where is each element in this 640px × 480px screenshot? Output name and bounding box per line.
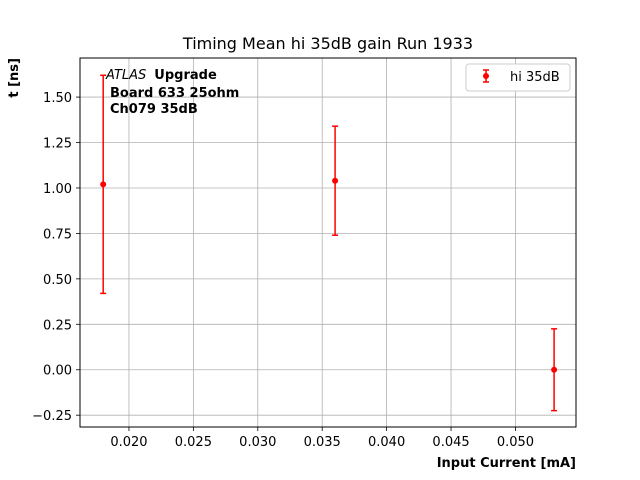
- chart-title: Timing Mean hi 35dB gain Run 1933: [182, 34, 473, 53]
- legend-label: hi 35dB: [510, 70, 560, 85]
- x-tick-label: 0.050: [497, 435, 534, 450]
- annotation-upgrade: Upgrade: [154, 68, 217, 83]
- svg-text:ATLAS Upgrade: ATLAS Upgrade: [105, 66, 217, 83]
- series-hi-35dB: [100, 74, 558, 412]
- y-tick-label: 1.00: [43, 182, 72, 197]
- y-tick-label: 1.50: [43, 91, 72, 106]
- data-point: [551, 366, 558, 373]
- annotation-channel: Ch079 35dB: [110, 102, 198, 117]
- atlas-annotation: ATLAS Upgrade Board 633 25ohm Ch079 35dB: [105, 66, 239, 117]
- y-tick-label: 0.00: [43, 364, 72, 379]
- legend: hi 35dB: [465, 63, 571, 92]
- y-tick-label: 1.25: [43, 137, 72, 152]
- y-tick-label: −0.25: [32, 409, 72, 424]
- plot-frame: [79, 57, 577, 428]
- y-tick-label: 0.25: [43, 318, 72, 333]
- data-point: [332, 177, 339, 184]
- annotation-atlas: ATLAS: [105, 68, 146, 83]
- legend-box: [465, 63, 571, 92]
- x-axis-label: Input Current [mA]: [437, 456, 576, 471]
- x-tick-label: 0.020: [110, 435, 147, 450]
- y-tick-label: 0.50: [43, 273, 72, 288]
- x-tick-label: 0.030: [239, 435, 276, 450]
- x-tick-label: 0.045: [432, 435, 469, 450]
- y-tick-label: 0.75: [43, 227, 72, 242]
- y-axis-ticks: −0.25 0.00 0.25 0.50 0.75 1.00 1.25 1.50: [32, 91, 80, 424]
- x-axis-ticks: 0.020 0.025 0.030 0.035 0.040 0.045 0.050: [110, 427, 534, 450]
- annotation-board: Board 633 25ohm: [110, 86, 239, 101]
- legend-point: [483, 73, 489, 79]
- data-point: [100, 181, 107, 188]
- x-tick-label: 0.040: [368, 435, 405, 450]
- grid: [80, 58, 576, 427]
- y-axis-label: t [ns]: [7, 58, 22, 98]
- x-tick-label: 0.035: [304, 435, 341, 450]
- x-tick-label: 0.025: [175, 435, 212, 450]
- legend-marker: [483, 69, 489, 83]
